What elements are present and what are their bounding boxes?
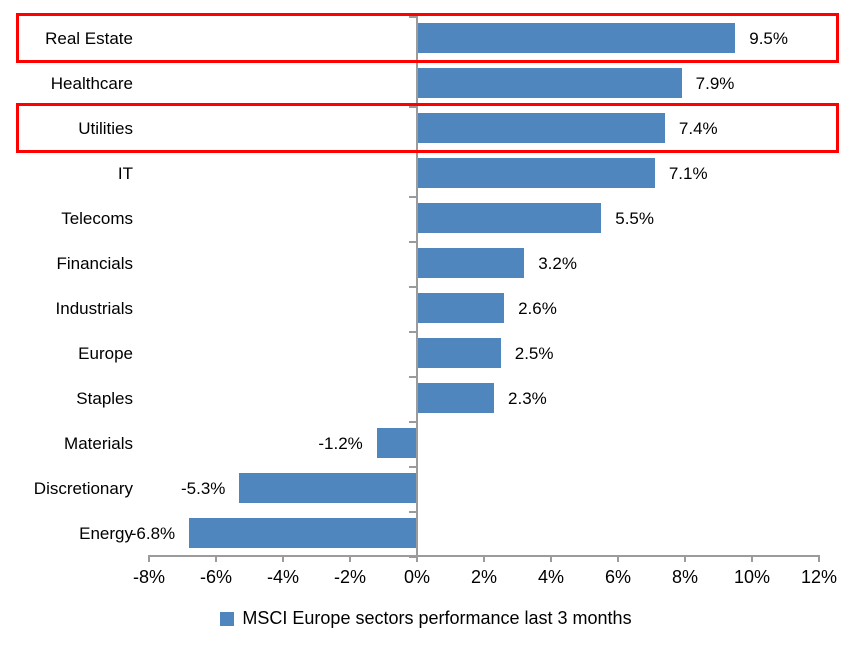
value-axis-tick (617, 555, 619, 562)
value-axis-tick (751, 555, 753, 562)
value-axis-tick (215, 555, 217, 562)
value-label: 2.5% (514, 344, 554, 363)
value-label: 2.3% (508, 389, 547, 408)
value-label: 7.1% (668, 164, 708, 183)
category-axis-tick (409, 331, 416, 333)
value-axis-tick (818, 555, 820, 562)
category-axis-tick (409, 196, 416, 198)
category-axis-tick (409, 421, 416, 423)
category-label: Europe (78, 344, 133, 363)
value-label: 7.4% (678, 119, 718, 138)
bar (417, 113, 665, 143)
category-axis-tick (409, 556, 416, 558)
bar (417, 383, 495, 413)
category-label: Utilities (78, 119, 133, 138)
category-label: Financials (56, 254, 133, 273)
value-axis-tick (148, 555, 150, 562)
value-axis-tick (483, 555, 485, 562)
bar (417, 23, 736, 53)
highlight-box (16, 103, 839, 153)
bar (417, 203, 602, 233)
category-label: Materials (64, 434, 133, 453)
bar (417, 293, 505, 323)
value-label: 9.5% (749, 29, 788, 48)
category-label: IT (117, 164, 133, 183)
bar (239, 473, 417, 503)
category-label: Real Estate (45, 29, 133, 48)
value-axis-tick (282, 555, 284, 562)
category-axis-tick (409, 286, 416, 288)
x-tick-label: 6% (604, 567, 631, 587)
category-label: Telecoms (61, 209, 133, 228)
bar (376, 428, 417, 458)
category-label: Discretionary (33, 479, 133, 498)
bar (417, 158, 655, 188)
x-tick-label: 8% (671, 567, 698, 587)
value-label: 5.5% (615, 209, 654, 228)
x-tick-label: 4% (537, 567, 564, 587)
category-axis-tick (409, 241, 416, 243)
highlight-box (16, 13, 839, 63)
category-label: Energy (79, 524, 133, 543)
x-tick-label: -8% (132, 567, 165, 587)
value-axis-tick (684, 555, 686, 562)
category-label: Staples (76, 389, 133, 408)
category-axis-tick (409, 466, 416, 468)
legend-label: MSCI Europe sectors performance last 3 m… (242, 608, 632, 628)
legend-marker-icon (220, 611, 235, 626)
x-tick-label: -6% (199, 567, 232, 587)
category-label: Healthcare (50, 74, 133, 93)
value-axis-tick (416, 555, 418, 562)
value-label: -5.3% (181, 479, 226, 498)
bar (417, 338, 501, 368)
x-tick-label: -4% (266, 567, 299, 587)
x-tick-label: 0% (403, 567, 430, 587)
value-axis-tick (349, 555, 351, 562)
x-tick-label: 10% (733, 567, 771, 587)
category-label: Industrials (55, 299, 133, 318)
category-axis-tick (409, 376, 416, 378)
value-label: 7.9% (695, 74, 735, 93)
legend: MSCI Europe sectors performance last 3 m… (0, 608, 852, 629)
value-axis-tick (550, 555, 552, 562)
bar (417, 68, 682, 98)
bar (189, 518, 417, 548)
category-axis-tick (409, 511, 416, 513)
category-axis-tick (409, 16, 416, 18)
category-axis-line (416, 16, 418, 555)
value-label: -1.2% (318, 434, 363, 453)
x-tick-label: -2% (333, 567, 366, 587)
x-tick-label: 12% (800, 567, 838, 587)
bar (417, 248, 525, 278)
value-label: -6.8% (130, 524, 176, 543)
value-label: 3.2% (538, 254, 577, 273)
x-tick-label: 2% (470, 567, 497, 587)
category-axis-tick (409, 106, 416, 108)
value-label: 2.6% (518, 299, 557, 318)
